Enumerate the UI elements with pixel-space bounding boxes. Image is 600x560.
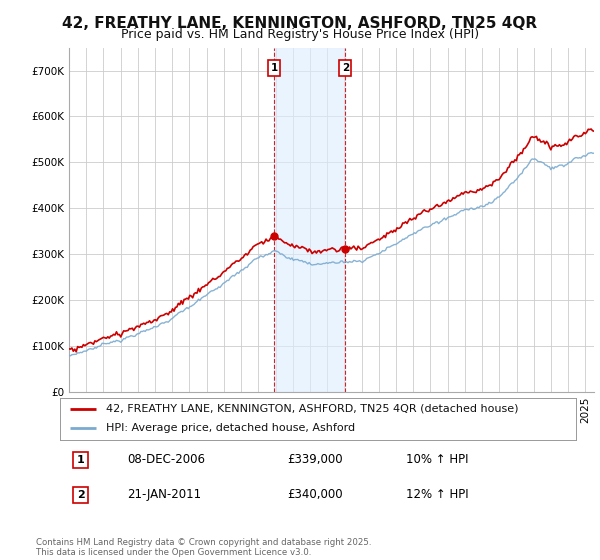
Text: 10% ↑ HPI: 10% ↑ HPI (406, 454, 468, 466)
Text: 42, FREATHY LANE, KENNINGTON, ASHFORD, TN25 4QR (detached house): 42, FREATHY LANE, KENNINGTON, ASHFORD, T… (106, 404, 519, 414)
Text: 2: 2 (341, 63, 349, 73)
Text: 21-JAN-2011: 21-JAN-2011 (127, 488, 201, 501)
Text: 1: 1 (271, 63, 278, 73)
Text: 08-DEC-2006: 08-DEC-2006 (127, 454, 205, 466)
Text: £340,000: £340,000 (287, 488, 343, 501)
Text: 12% ↑ HPI: 12% ↑ HPI (406, 488, 469, 501)
Text: 1: 1 (77, 455, 85, 465)
Bar (274, 48, 345, 392)
Text: Contains HM Land Registry data © Crown copyright and database right 2025.
This d: Contains HM Land Registry data © Crown c… (36, 538, 371, 557)
Text: 42, FREATHY LANE, KENNINGTON, ASHFORD, TN25 4QR: 42, FREATHY LANE, KENNINGTON, ASHFORD, T… (62, 16, 538, 31)
Text: Price paid vs. HM Land Registry's House Price Index (HPI): Price paid vs. HM Land Registry's House … (121, 28, 479, 41)
Text: HPI: Average price, detached house, Ashford: HPI: Average price, detached house, Ashf… (106, 423, 356, 433)
Text: £339,000: £339,000 (287, 454, 343, 466)
Text: 2: 2 (77, 490, 85, 500)
